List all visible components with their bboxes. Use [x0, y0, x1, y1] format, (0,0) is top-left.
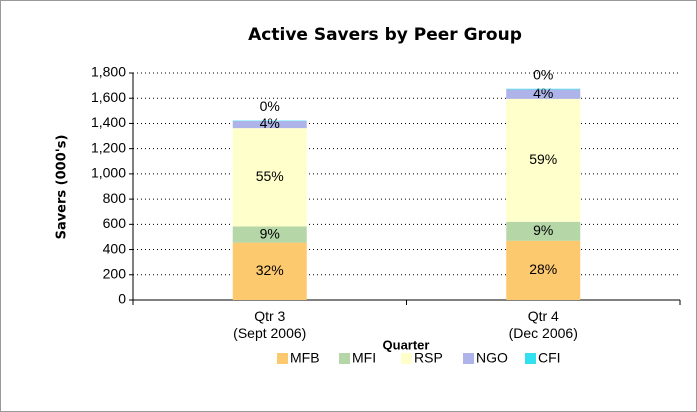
data-label: 4%: [260, 115, 280, 131]
bar-segment: [232, 242, 307, 300]
y-tick-label: 1,800: [91, 64, 126, 80]
x-tick-label: Qtr 3 (Sept 2006): [233, 308, 306, 341]
legend-swatch: [525, 353, 536, 364]
legend-swatch: [463, 353, 474, 364]
data-label: 9%: [260, 225, 280, 241]
data-label: 32%: [256, 262, 284, 278]
legend-label: MFI: [352, 350, 376, 366]
bar-segment: [232, 128, 307, 227]
data-label: 59%: [529, 151, 557, 167]
data-label: 0%: [533, 66, 553, 82]
legend-swatch: [401, 353, 412, 364]
y-tick-label: 1,200: [91, 139, 126, 155]
x-axis-label: Quarter: [383, 337, 430, 352]
bar-segment: [506, 89, 581, 99]
y-tick-label: 200: [103, 265, 127, 281]
x-tick-label: Qtr 4 (Dec 2006): [509, 308, 578, 341]
y-tick-label: 0: [118, 291, 126, 307]
legend-swatch: [277, 353, 288, 364]
y-tick-label: 1,600: [91, 89, 126, 105]
legend-swatch: [339, 353, 350, 364]
x-tick-line: (Sept 2006): [233, 325, 306, 341]
data-label: 28%: [529, 261, 557, 277]
y-tick-label: 400: [103, 240, 127, 256]
legend-label: RSP: [414, 350, 443, 366]
legend-label: CFI: [538, 350, 561, 366]
data-label: 4%: [533, 85, 553, 101]
x-tick-line: Qtr 4: [528, 308, 559, 324]
data-label: 0%: [260, 98, 280, 114]
x-tick-line: (Dec 2006): [509, 325, 578, 341]
y-tick-label: 800: [103, 190, 127, 206]
bar-segment: [232, 120, 307, 129]
y-tick-label: 1,400: [91, 114, 126, 130]
data-label: 9%: [533, 222, 553, 238]
legend-label: MFB: [290, 350, 320, 366]
y-axis-label: Savers (000's): [55, 135, 70, 240]
x-tick-line: Qtr 3: [254, 308, 285, 324]
bar-segment: [506, 221, 581, 241]
chart-title: Active Savers by Peer Group: [248, 25, 522, 45]
bar-segment: [506, 98, 581, 222]
y-tick-label: 600: [103, 215, 127, 231]
bar-segment: [506, 88, 581, 90]
bar-segment: [232, 226, 307, 243]
y-tick-label: 1,000: [91, 165, 126, 181]
legend-label: NGO: [476, 350, 508, 366]
data-label: 55%: [256, 168, 284, 184]
bar-segment: [506, 240, 581, 300]
